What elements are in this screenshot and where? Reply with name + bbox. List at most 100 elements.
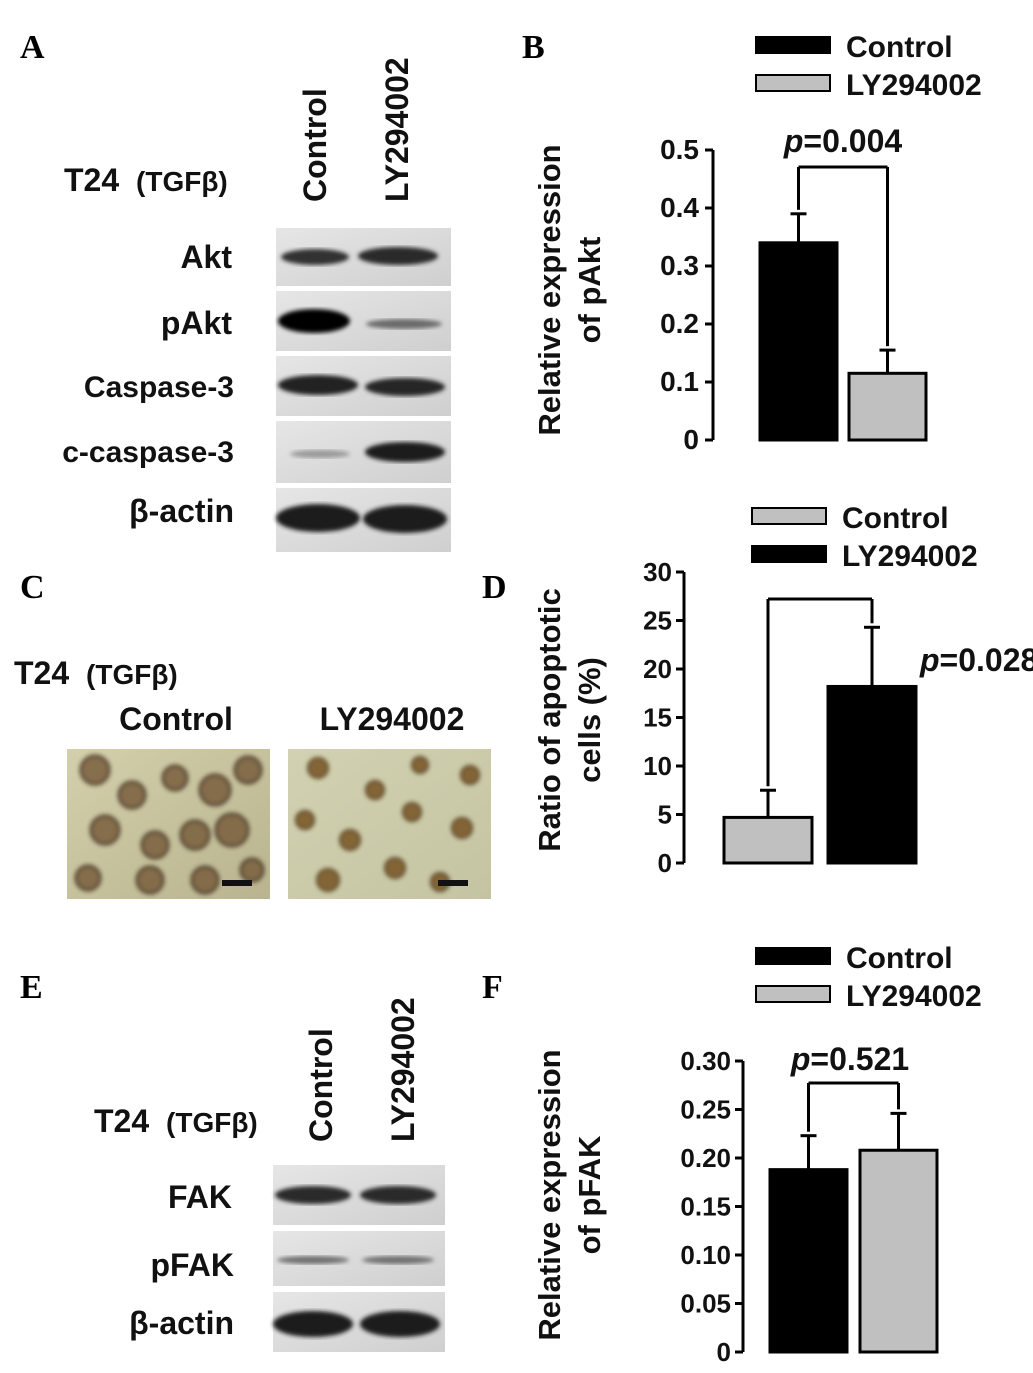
panel-letter-a: A [20,29,45,66]
cell-line-name: T24 [64,162,119,198]
legend-label-1: LY294002 [842,540,978,573]
band-pakt-ly294002 [366,319,442,329]
y-tick-label: 5 [658,800,672,830]
y-tick-label: 0.25 [680,1095,731,1125]
y-axis-label-line: Relative expression [532,1049,567,1340]
band-pfak-ly294002 [362,1256,434,1264]
legend-label-1: LY294002 [846,69,982,102]
chart-d-apoptosis: Control LY294002 Ratio of apoptotic cells (… [532,502,1033,878]
legend-label-0: Control [846,31,953,64]
y-axis-label-line: of pFAK [572,1135,607,1254]
panel-letter-e: E [20,969,43,1006]
y-tick-label: 0.30 [680,1046,731,1076]
band-beta-actin-control [276,504,360,532]
legend-swatch-0 [751,507,827,525]
bar-control [768,1168,849,1354]
band-akt-control [281,249,349,265]
y-tick-label: 25 [643,606,672,636]
lane-label-ly294002: LY294002 [385,997,421,1142]
y-tick-label: 0.15 [680,1192,731,1222]
treatment-label: (TGFβ) [166,1107,258,1138]
y-tick-label: 0.2 [660,308,699,339]
band-pakt-control [278,309,350,333]
y-axis-label-line: of pAkt [572,237,607,344]
y-tick-label: 0.20 [680,1143,731,1173]
y-axis-label: Ratio of apoptotic cells (%) [532,588,607,851]
band-label-fak: FAK [168,1179,232,1215]
y-tick-label: 20 [643,654,672,684]
bar-ly294002 [826,684,918,865]
y-axis-label-line: cells (%) [572,657,607,783]
y-axis-label: Relative expression of pAkt [532,144,607,435]
treatment-label: (TGFβ) [136,166,228,197]
y-axis-label-line: Relative expression [532,144,567,435]
band-akt-ly294002 [358,247,438,265]
band-label-pakt: pAkt [161,305,232,341]
legend-swatch-1 [755,74,831,92]
y-axis-label-line: Ratio of apoptotic [532,588,567,851]
band-c-caspase3-control [290,450,350,458]
micrograph-control [67,749,270,899]
band-caspase3-ly294002 [365,378,445,396]
chart-b-pakt: Control LY294002 Relative expression of pAk… [532,31,982,455]
p-value: =0.521 [810,1041,909,1077]
panel-c: C T24 (TGFβ) Control LY294002 [14,569,491,899]
bar-control [722,815,814,865]
p-symbol: p [783,123,804,159]
cell-line-label: T24 (TGFβ) [14,655,178,691]
p-value: =0.028 [940,642,1033,678]
bar-ly294002 [847,371,928,442]
band-beta-actin-e-ly294002 [360,1311,440,1337]
y-tick-label: 0.05 [680,1289,731,1319]
panel-letter-f: F [482,969,503,1006]
band-label-beta-actin-e: β-actin [129,1305,234,1341]
legend-swatch-1 [755,985,831,1003]
band-beta-actin-ly294002 [363,505,447,533]
y-tick-label: 0.3 [660,250,699,281]
band-fak-control [275,1186,351,1204]
p-value-label: p=0.521 [790,1041,909,1077]
band-pfak-control [277,1256,349,1264]
scale-bar [438,880,468,886]
p-symbol: p [790,1041,811,1077]
lane-label-control: Control [297,88,333,202]
y-tick-label: 0.1 [660,366,699,397]
y-tick-label: 0.10 [680,1240,731,1270]
bar-control [758,241,839,442]
western-blot-e [273,1165,445,1352]
band-fak-ly294002 [360,1186,436,1204]
legend-swatch-0 [755,36,831,54]
image-label-control: Control [119,701,233,737]
y-tick-label: 0 [717,1337,731,1367]
y-tick-label: 10 [643,751,672,781]
legend-swatch-1 [751,545,827,563]
y-tick-label: 0.5 [660,134,699,165]
y-tick-label: 0.4 [660,192,699,223]
band-label-akt: Akt [180,239,232,275]
lane-label-control: Control [303,1028,339,1142]
p-value-label: p=0.004 [783,123,903,159]
legend-label-0: Control [846,942,953,975]
p-value-label: p=0.028 [919,642,1033,678]
micrograph-ly294002 [288,749,491,899]
cell-line-name: T24 [94,1103,149,1139]
band-label-caspase3: Caspase-3 [84,371,234,404]
y-tick-label: 0 [658,848,672,878]
chart-f-pfak: Control LY294002 Relative expression of pFA… [532,942,982,1367]
band-label-c-caspase3: c-caspase-3 [62,436,234,469]
legend-swatch-0 [755,947,831,965]
band-c-caspase3-ly294002 [365,442,445,462]
legend-label-1: LY294002 [846,980,982,1013]
legend-label-0: Control [842,502,949,535]
cell-line-label: T24 (TGFβ) [64,162,228,198]
western-blot-a [276,228,451,552]
y-axis-label: Relative expression of pFAK [532,1049,607,1340]
lane-label-ly294002: LY294002 [379,57,415,202]
band-label-pfak: pFAK [150,1247,234,1283]
scale-bar [222,880,252,886]
cell-line-name: T24 [14,655,69,691]
treatment-label: (TGFβ) [86,659,178,690]
band-label-beta-actin: β-actin [129,493,234,529]
y-tick-label: 15 [643,703,672,733]
